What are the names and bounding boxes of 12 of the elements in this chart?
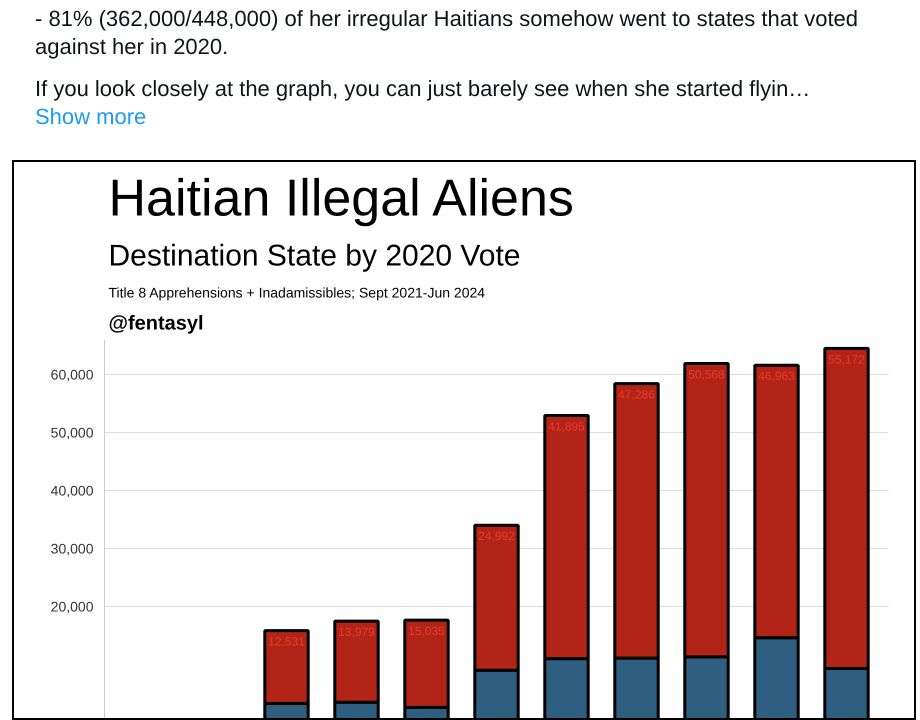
text: If you look closely at the graph, you can just barely see when she started flyin… xyxy=(35,75,812,103)
y-tick-label: 60,000 xyxy=(50,366,94,382)
text: Show more xyxy=(35,103,148,131)
chart-title: Haitian Illegal Aliens xyxy=(108,170,574,228)
y-tick-label: 20,000 xyxy=(50,598,94,614)
y-tick-label: 30,000 xyxy=(50,540,94,556)
text: @fentasyl xyxy=(108,312,204,334)
y-tick-label: 40,000 xyxy=(50,482,94,498)
text: - 81% (362,000/448,000) of her irregular Haitians somehow went to states that voted against her in 2020. xyxy=(35,5,860,61)
text: Title 8 Apprehensions + Inadamissibles; Sept 2021-Jun 2024 xyxy=(108,284,486,300)
y-tick-label: 50,000 xyxy=(50,424,94,440)
chart-subtitle: Destination State by 2020 Vote xyxy=(108,240,520,272)
